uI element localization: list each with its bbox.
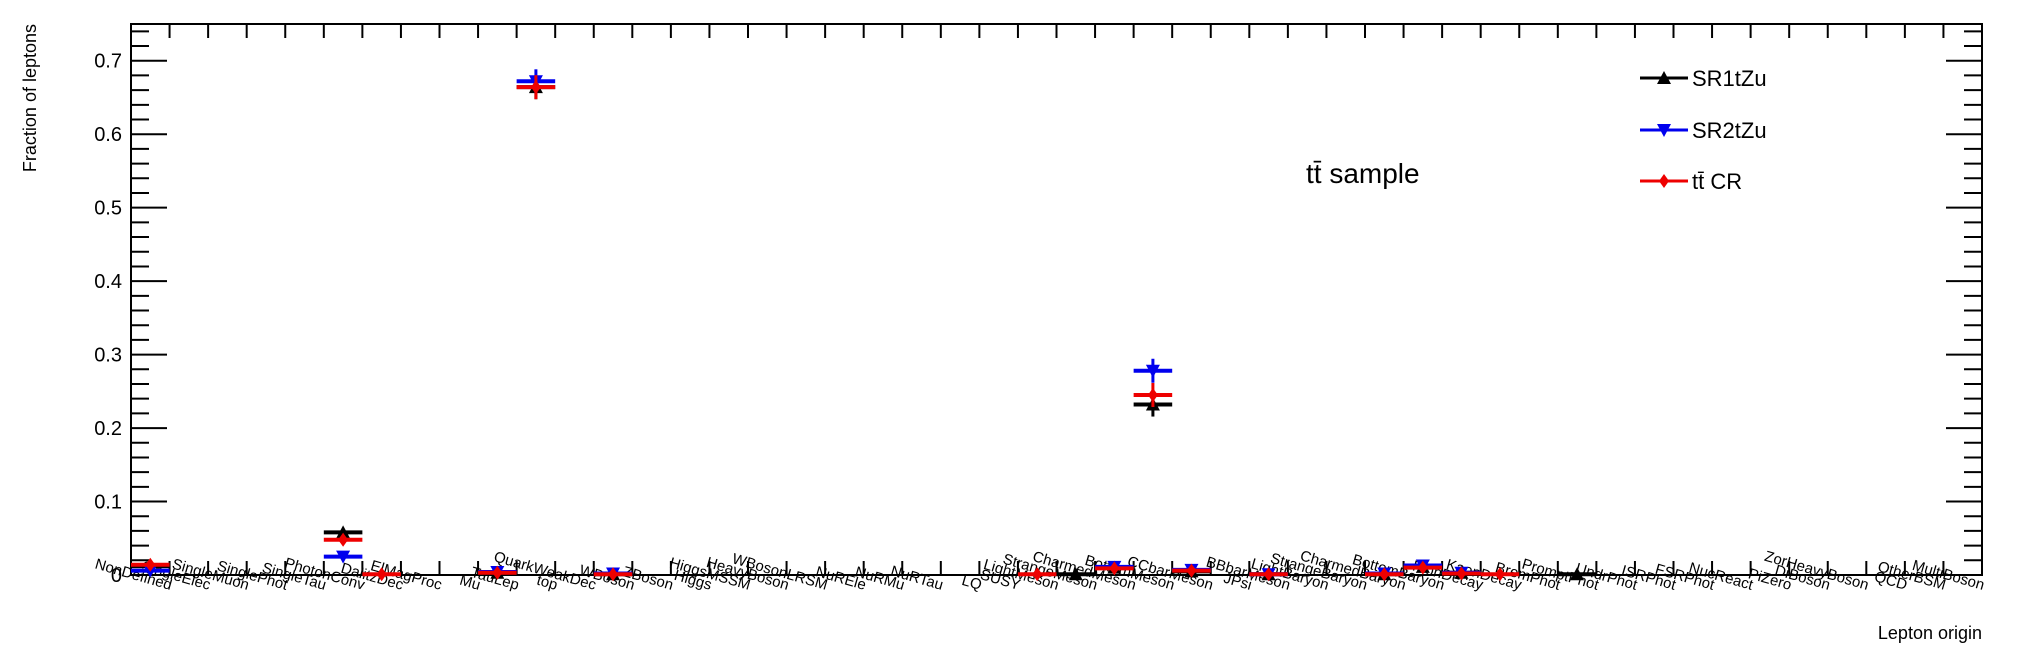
- y-axis: 0 0.1 0.2 0.3 0.4 0.5 0.6 0.7: [94, 30, 1982, 587]
- data-point: [376, 567, 387, 582]
- data-point: [336, 525, 351, 539]
- y-tick-label: 0: [111, 565, 122, 587]
- data-point: [1570, 567, 1585, 581]
- data-point: [1032, 567, 1043, 582]
- y-tick-label: 0.7: [94, 51, 122, 73]
- y-tick-label: 0.6: [94, 124, 122, 146]
- series-sr2tzu: [131, 69, 1481, 582]
- x-axis: NonDefinedSingleElecSingleMuonSinglePhot…: [93, 24, 1986, 594]
- data-point: [1147, 388, 1158, 403]
- data-point: [1109, 561, 1120, 576]
- data-point: [336, 550, 351, 564]
- data-point: [1263, 567, 1274, 582]
- legend: SR1tZu SR2tZu tt̄ CR: [1640, 66, 1767, 194]
- series-sr1tzu: [131, 75, 1597, 581]
- x-tick-label: LQ: [960, 572, 984, 594]
- legend-label: SR1tZu: [1692, 66, 1767, 91]
- x-axis-title: Lepton origin: [1878, 623, 1982, 643]
- data-point: [1186, 563, 1197, 578]
- data-point: [530, 80, 541, 95]
- data-point: [1494, 567, 1505, 582]
- legend-label: SR2tZu: [1692, 118, 1767, 143]
- y-tick-label: 0.5: [94, 198, 122, 220]
- legend-marker: [1657, 71, 1671, 84]
- x-tick-label: top: [535, 572, 560, 594]
- data-point: [1068, 567, 1083, 581]
- data-marks: [131, 69, 1597, 582]
- y-tick-label: 0.1: [94, 492, 122, 514]
- data-point: [1417, 560, 1428, 575]
- sample-annotation: tt̄ sample: [1306, 158, 1420, 189]
- legend-label: tt̄ CR: [1692, 169, 1742, 194]
- data-point: [1145, 364, 1160, 378]
- x-tick-label: MultiBoson: [1910, 557, 1986, 594]
- y-tick-label: 0.3: [94, 345, 122, 367]
- data-point: [492, 565, 503, 580]
- data-point: [338, 532, 349, 547]
- data-point: [1456, 566, 1467, 581]
- y-tick-label: 0.4: [94, 271, 122, 293]
- y-tick-label: 0.2: [94, 418, 122, 440]
- legend-marker: [1657, 124, 1671, 137]
- data-point: [608, 567, 619, 582]
- legend-marker: [1659, 174, 1669, 188]
- plot-frame: [130, 23, 1983, 576]
- y-axis-title: Fraction of leptons: [20, 24, 40, 172]
- data-point: [145, 557, 156, 572]
- data-point: [1379, 567, 1390, 582]
- series-tt-cr: [131, 75, 1520, 582]
- x-tick-label: Mu: [458, 572, 483, 594]
